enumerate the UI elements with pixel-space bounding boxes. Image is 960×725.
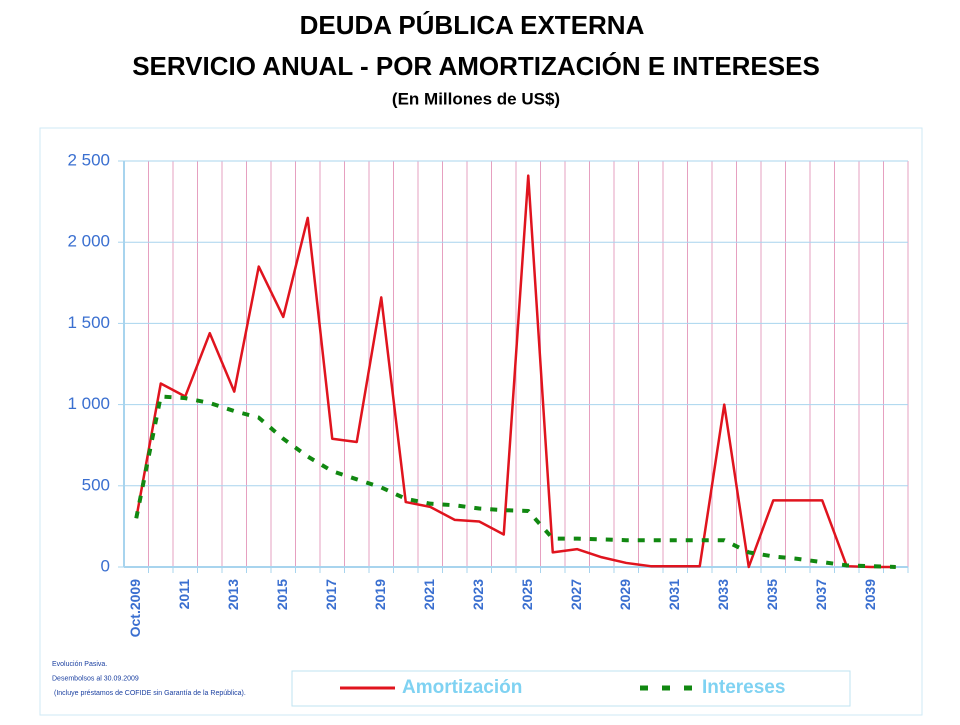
chart-subtitle: SERVICIO ANUAL - POR AMORTIZACIÓN E INTE…: [132, 51, 820, 81]
x-tick-label: 2017: [323, 579, 339, 610]
x-tick-label: 2013: [225, 579, 241, 610]
x-tick-label: 2033: [715, 579, 731, 610]
x-tick-label: 2035: [764, 579, 780, 610]
y-tick-label: 500: [82, 475, 110, 494]
chart-frame: [39, 127, 923, 716]
y-tick-label: 1 500: [67, 313, 110, 332]
x-tick-label: 2021: [421, 579, 437, 610]
footnote: (Incluye préstamos de COFIDE sin Garantí…: [54, 690, 246, 697]
unit-note: (En Millones de US$): [392, 89, 560, 108]
x-tick-label: 2025: [519, 579, 535, 610]
x-tick-label: Oct.2009: [127, 579, 143, 638]
x-tick-label: 2037: [813, 579, 829, 610]
series-line: [134, 394, 896, 569]
x-tick-label: 2019: [372, 579, 388, 610]
y-tick-label: 2 500: [67, 150, 110, 169]
footnote: Evolución Pasiva.: [52, 661, 107, 668]
y-tick-label: 1 000: [67, 394, 110, 413]
legend-label: Amortización: [402, 677, 522, 698]
chart-title: DEUDA PÚBLICA EXTERNA: [300, 10, 645, 40]
legend-label: Intereses: [702, 677, 785, 698]
x-tick-label: 2011: [176, 579, 192, 610]
x-tick-label: 2015: [274, 579, 290, 610]
x-tick-label: 2029: [617, 579, 633, 610]
series-line: [135, 174, 896, 569]
x-tick-label: 2023: [470, 579, 486, 610]
footnote: Desembolsos al 30.09.2009: [52, 675, 139, 682]
x-tick-label: 2039: [862, 579, 878, 610]
x-tick-label: 2031: [666, 579, 682, 610]
y-tick-label: 0: [101, 556, 110, 575]
legend-box: [291, 670, 851, 707]
y-tick-label: 2 000: [67, 232, 110, 251]
x-tick-label: 2027: [568, 579, 584, 610]
